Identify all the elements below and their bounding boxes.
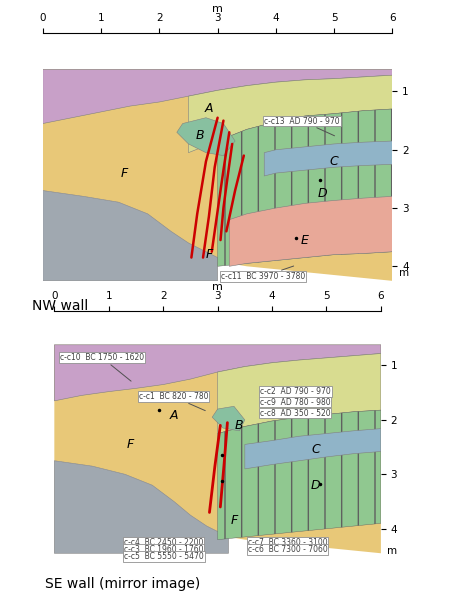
Text: F: F [230,514,238,527]
Text: C: C [330,155,338,168]
Text: F: F [127,438,134,451]
Polygon shape [229,196,393,266]
Text: c-c3  BC 1960 - 1760: c-c3 BC 1960 - 1760 [124,545,204,554]
Text: B: B [235,419,244,432]
X-axis label: m: m [212,4,223,14]
Polygon shape [54,461,229,553]
Text: SE wall (mirror image): SE wall (mirror image) [44,577,200,591]
Polygon shape [43,69,393,124]
Text: D: D [311,479,320,492]
Polygon shape [177,118,235,156]
Polygon shape [218,410,381,539]
Polygon shape [54,345,381,553]
Text: c-c4  BC 2450 - 2200: c-c4 BC 2450 - 2200 [124,538,203,547]
X-axis label: m: m [212,282,223,292]
Text: NW wall: NW wall [32,299,88,313]
Text: c-c8  AD 350 - 520: c-c8 AD 350 - 520 [260,408,331,417]
Text: m: m [400,268,410,278]
Text: c-c9  AD 780 - 980: c-c9 AD 780 - 980 [260,397,331,406]
Text: c-c2  AD 790 - 970: c-c2 AD 790 - 970 [260,387,331,396]
Polygon shape [43,69,393,281]
Text: A: A [170,409,178,422]
Text: c-c7  BC 3360 - 3100: c-c7 BC 3360 - 3100 [248,538,327,547]
Polygon shape [218,109,393,266]
Text: B: B [196,129,205,142]
Text: c-c11  BC 3970 - 3780: c-c11 BC 3970 - 3780 [220,266,305,281]
Text: c-c1  BC 820 - 780: c-c1 BC 820 - 780 [139,392,208,411]
Text: D: D [318,187,327,200]
Text: C: C [311,443,320,457]
Polygon shape [212,406,245,431]
Polygon shape [218,353,381,434]
Text: A: A [205,103,213,115]
Polygon shape [188,75,393,153]
Text: F: F [121,167,128,179]
Polygon shape [245,429,381,469]
Text: c-c5  BC 5550 - 5470: c-c5 BC 5550 - 5470 [124,552,204,561]
Polygon shape [264,141,393,176]
Text: F: F [205,248,213,261]
Text: m: m [388,546,398,556]
Polygon shape [43,190,218,281]
Text: c-c10  BC 1750 - 1620: c-c10 BC 1750 - 1620 [60,353,144,381]
Text: c-c13  AD 790 - 970: c-c13 AD 790 - 970 [264,117,340,136]
Text: c-c6  BC 7300 - 7060: c-c6 BC 7300 - 7060 [248,545,327,554]
Polygon shape [54,345,381,401]
Text: E: E [301,234,309,246]
